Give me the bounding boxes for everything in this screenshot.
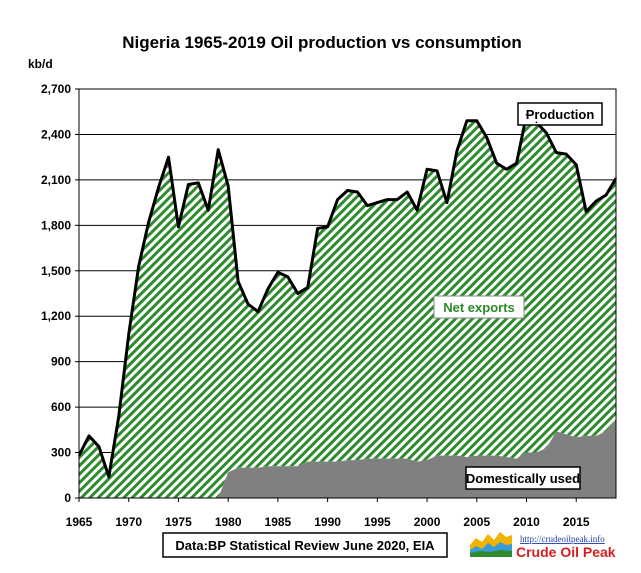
production-point bbox=[475, 120, 478, 122]
production-point bbox=[326, 226, 329, 228]
production-point bbox=[277, 271, 279, 274]
x-tick-label: 1990 bbox=[314, 515, 341, 529]
x-tick-label: 1985 bbox=[265, 515, 292, 529]
production-point bbox=[78, 454, 80, 457]
y-axis: 0 300 600 900 1,200 1,500 1,800 2,100 2,400 2,700 bbox=[41, 82, 79, 505]
production-point bbox=[495, 162, 498, 165]
production-point bbox=[485, 136, 488, 139]
production-point bbox=[187, 183, 190, 186]
y-tick-label: 2,400 bbox=[41, 127, 71, 141]
production-point bbox=[127, 333, 130, 336]
production-point bbox=[565, 153, 568, 155]
domestic-label-text: Domestically used bbox=[466, 471, 580, 486]
production-point bbox=[257, 310, 259, 313]
x-tick-label: 1975 bbox=[165, 515, 192, 529]
production-label-text: Production bbox=[526, 107, 595, 122]
net-exports-label: Net exports bbox=[433, 295, 525, 319]
production-point bbox=[98, 445, 100, 448]
y-tick-label: 2,700 bbox=[41, 82, 71, 96]
net-exports-area bbox=[79, 114, 616, 498]
x-tick-label: 1995 bbox=[364, 515, 391, 529]
production-point bbox=[366, 204, 369, 207]
production-point bbox=[535, 121, 538, 124]
production-point bbox=[267, 288, 269, 290]
production-point bbox=[217, 148, 220, 151]
production-point bbox=[466, 120, 468, 122]
production-point bbox=[197, 182, 200, 184]
production-point bbox=[575, 163, 578, 166]
y-tick-label: 2,100 bbox=[41, 173, 71, 187]
production-point bbox=[436, 170, 438, 172]
production-point bbox=[88, 435, 90, 437]
production-point bbox=[446, 201, 448, 204]
production-point bbox=[346, 189, 349, 192]
logo-graph-icon bbox=[470, 532, 512, 557]
production-point bbox=[505, 168, 508, 171]
production-point bbox=[525, 113, 528, 116]
logo-name: Crude Oil Peak bbox=[516, 544, 616, 560]
production-point bbox=[555, 151, 558, 154]
x-tick-label: 2000 bbox=[414, 515, 441, 529]
production-point bbox=[207, 209, 210, 211]
y-tick-label: 1,500 bbox=[41, 264, 71, 278]
source-note: Data:BP Statistical Review June 2020, EI… bbox=[162, 532, 448, 558]
production-point bbox=[426, 168, 428, 171]
y-axis-unit: kb/d bbox=[28, 57, 53, 71]
x-tick-label: 1980 bbox=[215, 515, 242, 529]
y-tick-label: 300 bbox=[51, 446, 71, 460]
y-tick-label: 600 bbox=[51, 400, 71, 414]
production-point bbox=[147, 221, 150, 224]
plot-frame bbox=[78, 88, 617, 499]
production-point bbox=[177, 226, 180, 228]
production-point bbox=[356, 191, 359, 193]
production-point bbox=[376, 201, 379, 204]
x-tick-label: 2010 bbox=[513, 515, 540, 529]
domestic-label: Domestically used bbox=[465, 466, 581, 490]
y-tick-label: 1,800 bbox=[41, 218, 71, 232]
production-point bbox=[316, 227, 319, 230]
production-point bbox=[306, 286, 309, 289]
production-point bbox=[108, 475, 110, 478]
production-point bbox=[615, 177, 617, 180]
production-point bbox=[416, 209, 418, 211]
net-exports-label-text: Net exports bbox=[443, 300, 515, 315]
source-note-text: Data:BP Statistical Review June 2020, EI… bbox=[175, 538, 435, 553]
y-tick-label: 900 bbox=[51, 355, 71, 369]
production-label: Production bbox=[517, 102, 603, 126]
production-point bbox=[515, 162, 518, 165]
x-axis: 1965 1970 1975 1980 1985 1990 1995 2000 2005 2010… bbox=[66, 498, 590, 529]
production-point bbox=[227, 185, 229, 187]
production-point bbox=[595, 200, 597, 202]
x-tick-label: 1965 bbox=[66, 515, 93, 529]
production-point bbox=[237, 280, 239, 283]
x-tick-label: 2015 bbox=[563, 515, 590, 529]
production-point bbox=[456, 150, 458, 152]
production-point bbox=[137, 265, 140, 268]
production-point bbox=[117, 415, 120, 418]
production-point bbox=[545, 132, 548, 134]
production-point bbox=[247, 303, 249, 305]
y-tick-label: 1,200 bbox=[41, 309, 71, 323]
production-point bbox=[336, 198, 339, 201]
production-point bbox=[585, 210, 587, 213]
y-tick-label: 0 bbox=[64, 491, 71, 505]
production-point bbox=[167, 156, 170, 158]
production-point bbox=[396, 198, 399, 201]
logo-url: http://crudeoilpeak.info bbox=[520, 534, 605, 544]
x-tick-label: 1970 bbox=[115, 515, 142, 529]
production-point bbox=[406, 191, 408, 193]
production-point bbox=[157, 186, 160, 189]
production-point bbox=[287, 276, 289, 278]
crude-oil-peak-logo: http://crudeoilpeak.info Crude Oil Peak bbox=[470, 532, 616, 560]
production-point bbox=[386, 198, 389, 201]
production-point bbox=[605, 194, 607, 196]
chart-title: Nigeria 1965-2019 Oil production vs cons… bbox=[122, 33, 522, 52]
production-point bbox=[296, 292, 299, 295]
x-tick-label: 2005 bbox=[463, 515, 490, 529]
